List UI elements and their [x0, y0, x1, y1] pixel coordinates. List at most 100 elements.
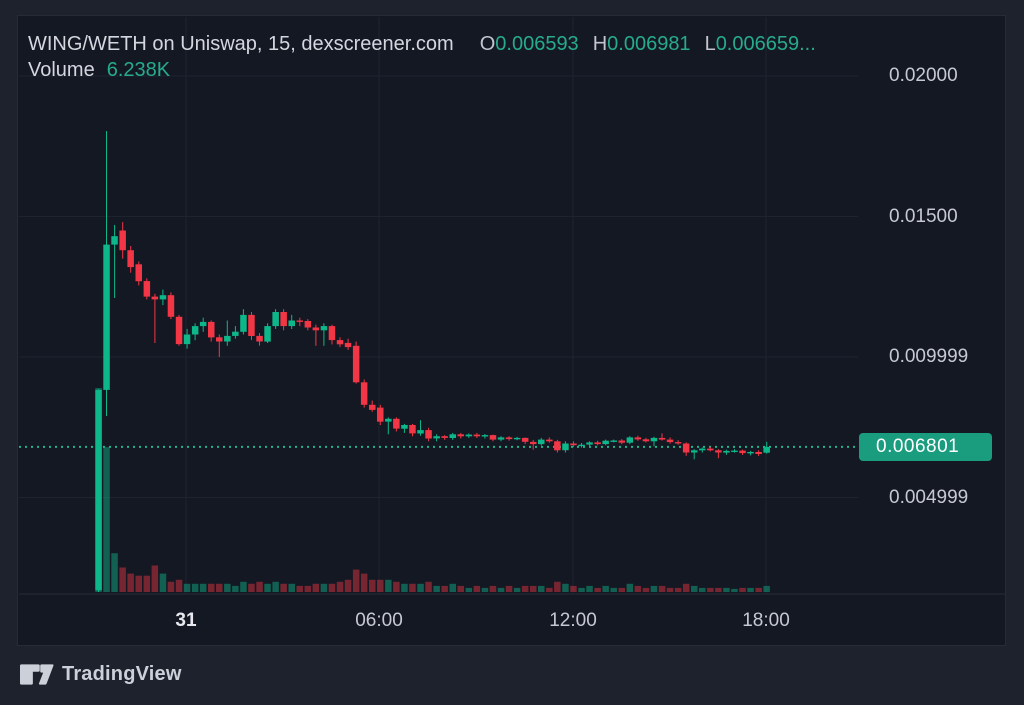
- volume-bar: [240, 581, 247, 592]
- candle-body: [199, 321, 207, 327]
- volume-bar: [634, 585, 642, 592]
- volume-bar: [642, 587, 650, 592]
- candle-body: [417, 430, 424, 434]
- candle-body: [336, 340, 344, 345]
- legend-line-2: Volume 6.238K: [28, 57, 816, 83]
- candle-body: [650, 437, 658, 442]
- volume-bar: [232, 585, 239, 592]
- volume-bar: [521, 585, 529, 592]
- candle-body: [674, 442, 682, 444]
- volume-bar: [513, 587, 521, 592]
- volume-bar: [369, 579, 376, 592]
- candle-body: [264, 326, 271, 342]
- volume-bar: [336, 581, 344, 592]
- volume-bar: [554, 581, 561, 592]
- volume-bar: [111, 553, 118, 592]
- symbol-title[interactable]: WING/WETH on Uniswap, 15, dexscreener.co…: [28, 33, 454, 55]
- ohlc-value: 0.006593: [495, 33, 579, 55]
- volume-bar: [699, 587, 706, 592]
- volume-bar: [288, 583, 295, 592]
- volume-bar: [739, 587, 746, 592]
- volume-bar: [393, 581, 400, 592]
- volume-bar: [224, 583, 231, 592]
- candle-body: [280, 312, 287, 327]
- volume-bar: [103, 447, 110, 592]
- volume-bar: [199, 583, 207, 592]
- volume-bar: [682, 583, 690, 592]
- candle-body: [151, 296, 159, 300]
- candle-body: [449, 434, 456, 438]
- volume-bar: [538, 585, 545, 592]
- volume-bar: [344, 579, 352, 592]
- volume-bar: [747, 587, 754, 592]
- candlestick-chart[interactable]: [18, 16, 1007, 647]
- volume-bar: [731, 588, 738, 592]
- tradingview-logo-icon: [20, 663, 54, 685]
- volume-bar: [127, 573, 134, 592]
- candle-body: [377, 407, 384, 422]
- candle-body: [208, 321, 215, 338]
- volume-bar: [191, 583, 199, 592]
- volume-bar: [304, 585, 312, 592]
- candle-body: [691, 450, 698, 453]
- candle-body: [602, 440, 609, 445]
- candle-body: [288, 320, 295, 327]
- candle-body: [594, 442, 601, 445]
- candle-body: [369, 404, 376, 410]
- volume-bar: [208, 583, 215, 592]
- volume-bar: [723, 587, 730, 592]
- candle-body: [562, 443, 569, 451]
- volume-bar: [360, 573, 368, 592]
- time-tick-label: 31: [175, 610, 197, 631]
- candle-wick: [653, 436, 655, 447]
- volume-bar: [159, 573, 167, 592]
- volume-bar: [489, 585, 497, 592]
- volume-bar: [409, 583, 416, 592]
- price-axis[interactable]: 0.02000 0.01500 0.009999 0.004999: [858, 16, 1006, 594]
- candle-body: [715, 450, 722, 453]
- candle-body: [135, 264, 142, 282]
- volume-bar: [151, 565, 159, 592]
- candle-body: [320, 326, 328, 331]
- time-tick-label: 18:00: [742, 610, 790, 631]
- volume-bar: [272, 581, 279, 592]
- volume-bar: [602, 585, 609, 592]
- candle-body: [755, 452, 762, 454]
- candle-body: [554, 441, 561, 451]
- volume-bar: [530, 585, 537, 592]
- candle-body: [497, 437, 505, 440]
- volume-bar: [425, 581, 432, 592]
- legend-line-1: WING/WETH on Uniswap, 15, dexscreener.co…: [28, 31, 816, 57]
- tradingview-watermark[interactable]: TradingView: [20, 661, 182, 687]
- candle-body: [167, 295, 175, 317]
- volume-bar: [666, 587, 674, 592]
- candle-wick: [315, 324, 317, 346]
- candle-body: [457, 434, 464, 437]
- candle-body: [224, 335, 231, 342]
- volume-bar: [119, 567, 126, 592]
- candle-body: [344, 342, 352, 348]
- time-axis[interactable]: 31 06:00 12:00 18:00: [18, 595, 1007, 646]
- volume-bar: [167, 581, 175, 592]
- candle-body: [578, 444, 585, 447]
- volume-bar: [497, 587, 505, 592]
- volume-bar: [328, 583, 336, 592]
- candle-body: [433, 436, 440, 439]
- price-tick-label: 0.01500: [889, 205, 958, 227]
- candle-body: [546, 439, 553, 442]
- volume-bar: [264, 583, 271, 592]
- candle-body: [739, 450, 746, 454]
- chart-legend: WING/WETH on Uniswap, 15, dexscreener.co…: [28, 31, 816, 83]
- price-tick-label: 0.004999: [889, 486, 969, 508]
- candle-body: [328, 326, 336, 341]
- candle-body: [304, 321, 312, 328]
- candle-body: [530, 441, 537, 445]
- candle-wick: [532, 439, 534, 450]
- candle-body: [513, 437, 521, 440]
- ohlc-value: 0.006659...: [715, 33, 816, 55]
- volume-bar: [674, 587, 682, 592]
- volume-bar: [546, 587, 553, 592]
- candle-body: [409, 425, 416, 434]
- volume-bar: [352, 569, 360, 592]
